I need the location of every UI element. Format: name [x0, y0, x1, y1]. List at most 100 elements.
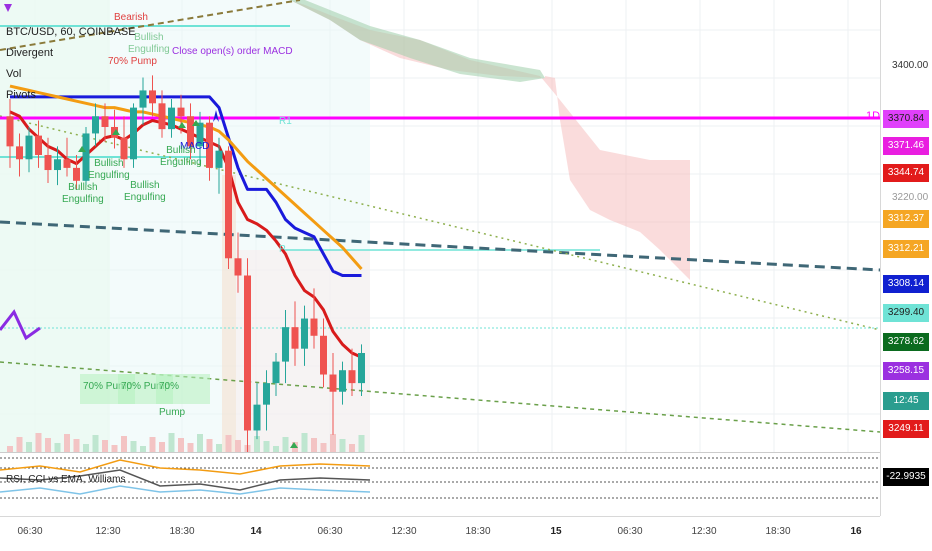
- candle-body: [282, 327, 289, 362]
- candle[interactable]: [25, 126, 33, 173]
- candle[interactable]: [35, 120, 42, 168]
- candle[interactable]: [187, 103, 194, 160]
- candle[interactable]: [54, 146, 61, 186]
- candle[interactable]: [196, 111, 204, 164]
- candle[interactable]: [101, 103, 109, 143]
- candle[interactable]: [253, 383, 261, 440]
- osc-line-blue: [0, 485, 371, 495]
- candle[interactable]: [329, 352, 337, 435]
- oscillator-panel[interactable]: [0, 453, 880, 516]
- candle[interactable]: [339, 361, 346, 405]
- candle[interactable]: [301, 305, 308, 366]
- volume-bar: [282, 437, 289, 452]
- candle-body: [25, 135, 33, 160]
- trend-line-main: [0, 220, 881, 272]
- bullish-engulfing-label: Bullish Engulfing: [62, 182, 104, 205]
- candle[interactable]: [73, 154, 80, 190]
- candle-body: [291, 327, 299, 349]
- panel-divider[interactable]: [0, 452, 880, 453]
- candle-body: [63, 159, 71, 168]
- bullish-engulfing-label: Bullish Engulfing: [128, 32, 170, 55]
- candle[interactable]: [215, 137, 223, 194]
- candle[interactable]: [82, 126, 90, 186]
- oscillator-legend[interactable]: RSI, CCI vs EMA, Williams: [6, 474, 126, 485]
- candle-body: [215, 150, 223, 168]
- time-axis[interactable]: [0, 516, 880, 551]
- pump-label: 70% Pump: [156, 374, 210, 418]
- time-label: 15: [550, 526, 562, 537]
- volume-bar: [159, 442, 165, 452]
- candle-body: [92, 116, 99, 134]
- candle-body: [139, 90, 147, 108]
- candle[interactable]: [44, 137, 52, 183]
- candle-body: [82, 133, 90, 181]
- candle[interactable]: [63, 137, 71, 177]
- candle-body: [35, 135, 42, 155]
- candle-body: [225, 150, 232, 259]
- candle-body: [168, 107, 175, 130]
- legend-pivots[interactable]: Pivots: [6, 89, 36, 101]
- volume-bar: [121, 436, 127, 452]
- pivot-p-label: P: [279, 244, 286, 255]
- candle[interactable]: [16, 133, 23, 177]
- legend-vol[interactable]: Vol: [6, 68, 22, 80]
- candle[interactable]: [263, 370, 270, 431]
- volume-bar: [311, 438, 317, 452]
- zigzag-indicator: [0, 309, 41, 341]
- candle[interactable]: [291, 301, 299, 366]
- candle[interactable]: [149, 75, 156, 117]
- candle[interactable]: [244, 258, 251, 457]
- candle[interactable]: [139, 77, 147, 125]
- candle-body: [320, 335, 327, 375]
- volume-bar: [339, 439, 346, 452]
- trend-line-upper: [0, 0, 301, 51]
- bullish-engulfing-label: Bullish Engulfing: [88, 158, 130, 181]
- candle[interactable]: [130, 103, 137, 168]
- candle-body: [187, 116, 194, 147]
- volume-bar: [83, 444, 89, 452]
- ichimoku-cloud: [290, 0, 690, 280]
- volume-bar: [54, 443, 61, 452]
- candle[interactable]: [234, 232, 242, 293]
- candle-body: [120, 137, 128, 160]
- pivot-timeframe-label: 1D: [866, 110, 881, 122]
- symbol-title[interactable]: BTC/USD, 60, COINBASE: [6, 26, 136, 38]
- time-label: 12:30: [95, 526, 121, 537]
- volume-bar: [349, 444, 355, 452]
- candle[interactable]: [225, 146, 232, 270]
- candle[interactable]: [206, 116, 213, 181]
- candle[interactable]: [282, 309, 289, 384]
- candle[interactable]: [6, 99, 14, 168]
- volume-bar: [301, 433, 308, 452]
- bearish-label: Bearish: [114, 12, 148, 23]
- candle-body: [234, 258, 242, 276]
- candle[interactable]: [348, 348, 356, 397]
- volume-bar: [197, 434, 203, 452]
- macd-label: MACD: [180, 141, 210, 152]
- divergence-marker-icon: [4, 4, 12, 12]
- candle-body: [244, 275, 251, 431]
- candles[interactable]: [6, 75, 366, 457]
- time-label: 18:30: [765, 526, 791, 537]
- candle[interactable]: [120, 116, 128, 168]
- candle-body: [196, 122, 204, 147]
- time-label: 12:30: [691, 526, 717, 537]
- volume-bar: [73, 439, 80, 452]
- candle[interactable]: [272, 352, 280, 397]
- candle[interactable]: [358, 344, 365, 397]
- candle[interactable]: [320, 318, 327, 388]
- candle[interactable]: [168, 99, 175, 138]
- grid: [0, 0, 880, 516]
- candle-body: [177, 107, 185, 117]
- volume-bar: [35, 433, 42, 452]
- candle[interactable]: [310, 288, 318, 349]
- legend-divergent[interactable]: Divergent: [6, 47, 54, 59]
- candle-body: [301, 318, 308, 349]
- candle[interactable]: [158, 90, 166, 138]
- candle[interactable]: [92, 103, 99, 147]
- volume-bar: [273, 446, 279, 452]
- candle-body: [348, 370, 356, 384]
- price-scale[interactable]: [880, 0, 932, 516]
